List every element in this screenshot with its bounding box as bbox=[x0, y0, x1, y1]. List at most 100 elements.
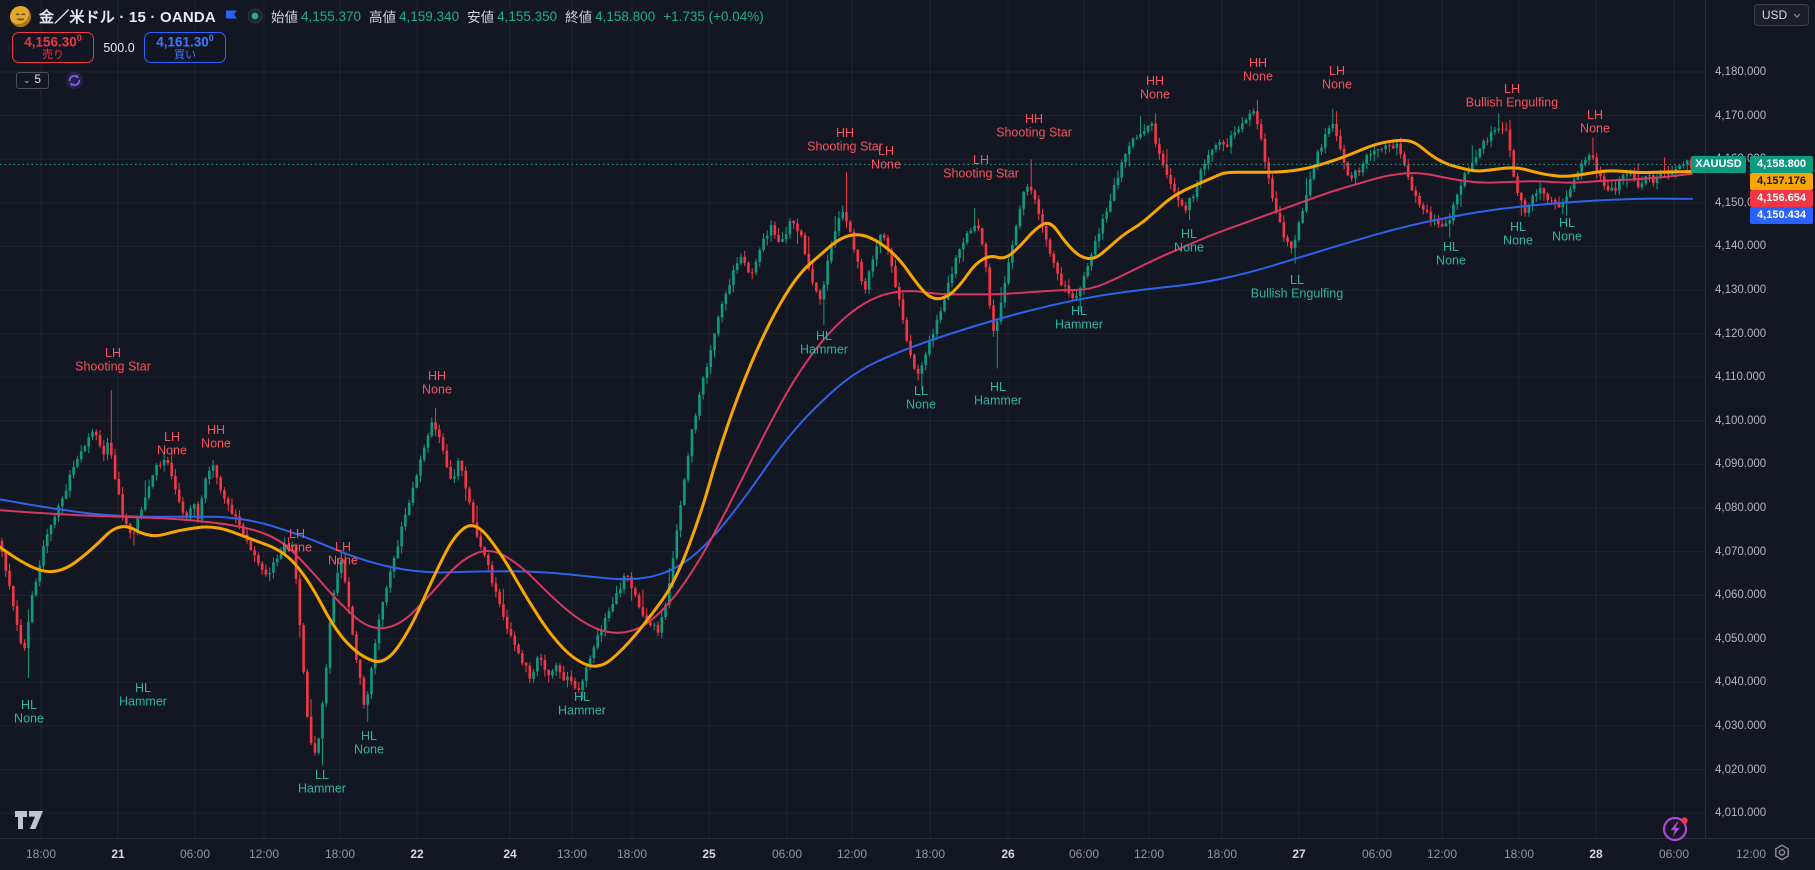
currency-selector[interactable]: USD bbox=[1754, 4, 1809, 26]
pattern-label: LH None bbox=[1580, 108, 1610, 136]
price-chart[interactable]: LH Shooting Star LH None HH None LH None LH None H… bbox=[0, 0, 1705, 838]
sync-icon[interactable] bbox=[65, 71, 84, 90]
time-tick: 18:00 bbox=[324, 847, 356, 861]
ma-mid-tag: 4,156.654 bbox=[1750, 189, 1813, 207]
time-tick: 18:00 bbox=[616, 847, 648, 861]
ma-slow-tag: 4,150.434 bbox=[1750, 206, 1813, 224]
settings-icon[interactable] bbox=[1772, 843, 1792, 868]
low-value: 4,155.350 bbox=[497, 8, 558, 24]
price-tick: 4,060.000 bbox=[1715, 589, 1767, 602]
lightning-button[interactable] bbox=[1660, 813, 1692, 845]
ohlc-low: 安値 4,155.350 bbox=[467, 6, 557, 26]
pattern-label: LH Shooting Star bbox=[75, 346, 151, 374]
flag-icon[interactable] bbox=[224, 9, 239, 24]
time-tick: 21 bbox=[111, 847, 125, 861]
pattern-labels: LH Shooting Star LH None HH None LH None LH None H… bbox=[14, 56, 1610, 796]
pattern-label: HH None bbox=[422, 369, 452, 397]
pattern-label: HL Hammer bbox=[558, 690, 606, 718]
price-tick: 4,030.000 bbox=[1715, 720, 1767, 732]
time-tick: 06:00 bbox=[771, 847, 803, 861]
pattern-label: LL Hammer bbox=[298, 768, 346, 796]
zigzag-depth-dropdown[interactable]: ⌄ 5 bbox=[16, 72, 49, 89]
price-tick: 4,050.000 bbox=[1715, 632, 1767, 645]
market-status-icon[interactable] bbox=[247, 8, 263, 24]
currency-value: USD bbox=[1761, 8, 1788, 22]
chevron-down-icon bbox=[1793, 13, 1801, 18]
price-tick: 4,070.000 bbox=[1715, 545, 1767, 558]
gold-coin-icon bbox=[10, 5, 31, 27]
buy-label: 買い bbox=[174, 48, 196, 61]
pattern-label: LH None bbox=[328, 540, 358, 568]
ma-slow-line bbox=[0, 197, 1693, 581]
buy-price: 4,161.30 bbox=[156, 34, 209, 50]
ohlc-high: 高値 4,159.340 bbox=[369, 6, 459, 26]
zigzag-depth-value: 5 bbox=[34, 74, 41, 86]
price-tick: 4,090.000 bbox=[1715, 458, 1767, 471]
time-tick: 28 bbox=[1589, 847, 1603, 861]
change-value: +1.735 (+0.04%) bbox=[663, 8, 764, 24]
pattern-label: HH None bbox=[201, 423, 231, 451]
symbol-title[interactable]: 金／米ドル · 15 · OANDA bbox=[39, 8, 216, 26]
time-tick: 12:00 bbox=[1426, 847, 1458, 861]
pattern-label: LL None bbox=[906, 384, 936, 412]
ohlc-open: 始値 4,155.370 bbox=[271, 6, 361, 26]
price-tick: 4,110.000 bbox=[1715, 371, 1766, 384]
pattern-label: HH Shooting Star bbox=[996, 112, 1072, 140]
pattern-label: LH None bbox=[157, 430, 187, 458]
sell-label: 売り bbox=[42, 48, 64, 61]
price-tick: 4,180.000 bbox=[1715, 66, 1767, 78]
spread-value: 500.0 bbox=[103, 40, 135, 55]
time-tick: 27 bbox=[1292, 847, 1306, 861]
high-value: 4,159.340 bbox=[399, 8, 460, 24]
notification-dot bbox=[1681, 817, 1688, 824]
buy-price-sup: 0 bbox=[208, 32, 214, 43]
candles-layer bbox=[0, 100, 1693, 766]
price-tick: 4,170.000 bbox=[1715, 109, 1767, 122]
time-tick: 06:00 bbox=[1658, 847, 1690, 861]
symbol-legend: 金／米ドル · 15 · OANDA 始値 4,155.370 高値 4,159… bbox=[10, 4, 764, 28]
pattern-label: HL Hammer bbox=[119, 681, 167, 709]
sell-price-sup: 0 bbox=[76, 32, 82, 43]
time-tick: 18:00 bbox=[25, 847, 57, 861]
price-tick: 4,120.000 bbox=[1715, 327, 1767, 340]
price-tick: 4,020.000 bbox=[1715, 763, 1767, 776]
time-tick: 13:00 bbox=[556, 847, 588, 861]
price-axis[interactable]: 4,180.0004,170.0004,160.0004,150.0004,14… bbox=[1705, 0, 1815, 838]
time-tick: 06:00 bbox=[179, 847, 211, 861]
tradingview-logo[interactable] bbox=[14, 810, 45, 835]
time-tick: 26 bbox=[1001, 847, 1015, 861]
time-tick: 12:00 bbox=[1133, 847, 1165, 861]
pattern-label: HL Hammer bbox=[1055, 304, 1103, 332]
time-tick: 25 bbox=[702, 847, 716, 861]
symbol-price-tag: XAUUSD bbox=[1691, 155, 1746, 173]
time-tick: 12:00 bbox=[1735, 847, 1767, 861]
time-tick: 24 bbox=[503, 847, 517, 861]
pattern-label: LH Shooting Star bbox=[943, 153, 1019, 181]
sell-button[interactable]: 4,156.300 売り bbox=[12, 32, 94, 63]
pattern-label: LH None bbox=[282, 527, 312, 555]
time-tick: 12:00 bbox=[836, 847, 868, 861]
price-tick: 4,140.000 bbox=[1715, 240, 1767, 253]
pattern-label: HL None bbox=[1503, 220, 1533, 248]
time-tick: 06:00 bbox=[1361, 847, 1393, 861]
open-value: 4,155.370 bbox=[300, 8, 362, 24]
time-axis[interactable]: 18:00 21 06:00 12:00 18:00 22 24 13:00 18:00 25 06… bbox=[0, 838, 1815, 870]
buy-button[interactable]: 4,161.300 買い bbox=[144, 32, 226, 63]
time-tick: 22 bbox=[410, 847, 424, 861]
time-tick: 18:00 bbox=[914, 847, 946, 861]
price-tick: 4,010.000 bbox=[1715, 807, 1767, 820]
price-tick: 4,040.000 bbox=[1715, 676, 1767, 689]
pattern-label: HL Hammer bbox=[974, 380, 1022, 408]
open-label: 始値 bbox=[270, 10, 298, 25]
pattern-label: LH Bullish Engulfing bbox=[1466, 82, 1558, 110]
chevron-down-icon: ⌄ bbox=[23, 74, 31, 85]
pattern-label: HL None bbox=[1552, 216, 1582, 244]
time-tick: 12:00 bbox=[248, 847, 280, 861]
pattern-label: HH None bbox=[1140, 74, 1170, 102]
price-tick: 4,080.000 bbox=[1715, 502, 1767, 514]
time-tick: 18:00 bbox=[1206, 847, 1238, 861]
ma-fast-tag: 4,157.176 bbox=[1750, 172, 1813, 190]
pattern-label: HL None bbox=[14, 698, 44, 726]
pattern-label: HH Shooting Star bbox=[807, 126, 883, 154]
pattern-label: HL None bbox=[1174, 227, 1204, 255]
